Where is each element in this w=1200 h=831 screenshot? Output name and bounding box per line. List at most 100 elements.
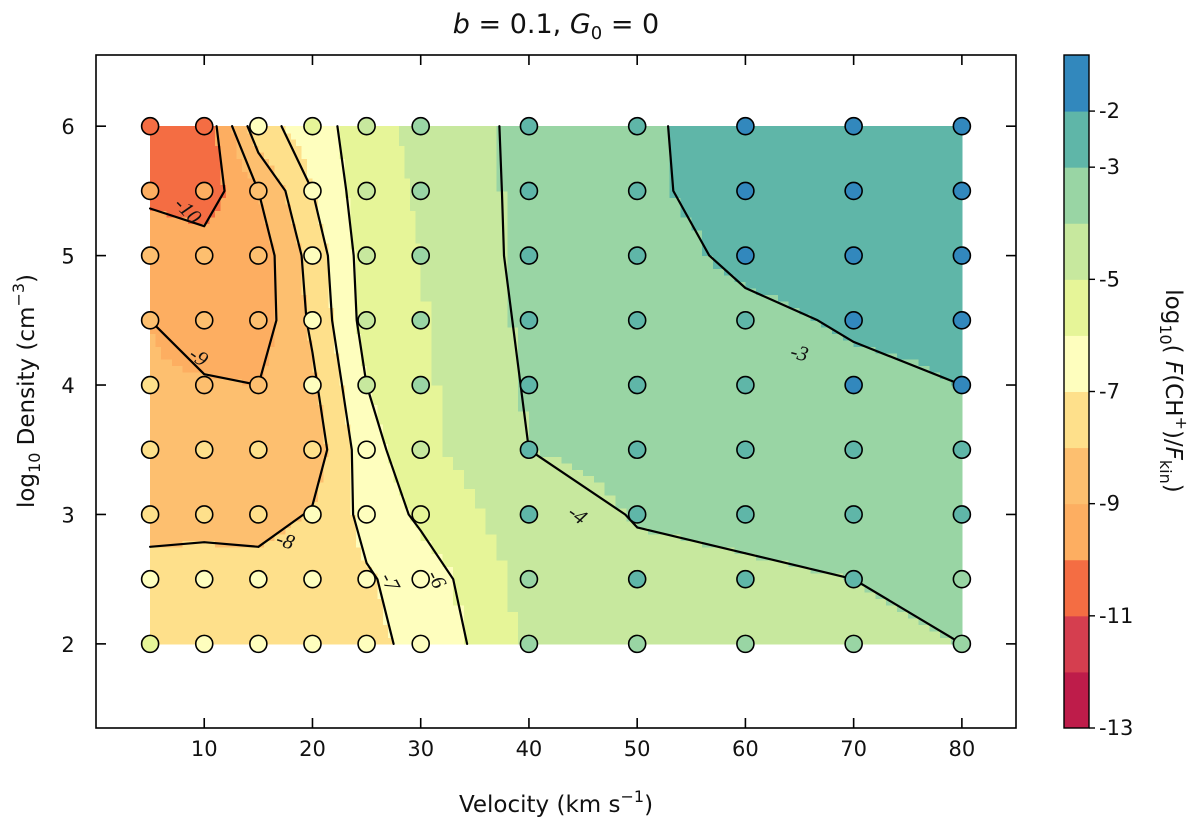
fill-cell <box>539 333 552 341</box>
fill-cell <box>247 423 254 431</box>
fill-cell <box>166 417 173 425</box>
fill-cell <box>382 566 389 574</box>
fill-cell <box>188 326 195 334</box>
fill-cell <box>799 397 811 406</box>
fill-cell <box>334 410 341 418</box>
fill-cell <box>777 520 790 528</box>
fill-cell <box>431 611 443 619</box>
fill-cell <box>756 533 768 541</box>
fill-cell <box>312 391 319 399</box>
fill-cell <box>280 637 287 645</box>
fill-cell <box>150 469 157 477</box>
fill-cell <box>474 352 487 360</box>
fill-cell <box>236 430 243 438</box>
fill-cell <box>550 404 563 412</box>
fill-cell <box>209 423 216 431</box>
fill-cell <box>929 482 941 490</box>
fill-cell <box>361 469 368 477</box>
fill-cell <box>258 592 265 600</box>
fill-cell <box>842 430 855 438</box>
fill-cell <box>799 339 811 347</box>
fill-cell <box>388 579 395 587</box>
fill-cell <box>940 352 952 360</box>
fill-cell <box>723 410 736 418</box>
fill-cell <box>231 495 238 503</box>
fill-cell <box>615 333 627 341</box>
fill-cell <box>377 624 384 632</box>
fill-cell <box>339 637 346 645</box>
fill-cell <box>420 527 433 535</box>
fill-cell <box>788 514 801 522</box>
fill-cell <box>150 559 157 567</box>
fill-cell <box>355 546 362 554</box>
fill-cell <box>637 404 649 412</box>
fill-cell <box>712 475 725 483</box>
fill-cell <box>756 443 768 451</box>
fill-cell <box>929 501 941 509</box>
fill-cell <box>604 462 617 470</box>
fill-cell <box>355 475 362 483</box>
fill-cell <box>296 391 303 399</box>
fill-cell <box>615 346 627 354</box>
fill-cell <box>236 495 243 503</box>
fill-cell <box>485 533 498 541</box>
fill-cell <box>350 630 357 638</box>
fill-cell <box>583 333 595 341</box>
fill-cell <box>474 579 487 587</box>
fill-cell <box>788 436 801 444</box>
fill-cell <box>886 397 898 406</box>
fill-cell <box>951 527 963 535</box>
fill-cell <box>821 617 833 626</box>
fill-cell <box>236 585 243 593</box>
fill-cell <box>593 417 606 425</box>
fill-cell <box>669 449 682 457</box>
fill-cell <box>301 495 308 503</box>
fill-cell <box>209 436 216 444</box>
fill-cell <box>204 333 211 341</box>
fill-cell <box>166 566 173 574</box>
fill-cell <box>198 624 205 632</box>
fill-cell <box>171 572 178 580</box>
fill-cell <box>404 624 411 632</box>
fill-cell <box>399 501 406 509</box>
fill-cell <box>832 475 844 483</box>
fill-cell <box>193 436 200 444</box>
fill-cell <box>756 378 768 386</box>
title-b-value: = 0.1, <box>470 9 570 40</box>
fill-cell <box>702 553 714 561</box>
fill-cell <box>361 410 368 418</box>
fill-cell <box>485 520 498 528</box>
fill-cell <box>209 585 216 593</box>
fill-cell <box>669 320 682 328</box>
fill-cell <box>896 436 909 444</box>
fill-cell <box>366 333 373 341</box>
fill-cell <box>550 359 563 367</box>
fill-cell <box>496 378 508 386</box>
fill-cell <box>420 540 433 548</box>
fill-cell <box>918 417 931 425</box>
fill-cell <box>940 605 952 613</box>
fill-cell <box>712 410 725 418</box>
fill-cell <box>951 630 963 638</box>
fill-cell <box>702 410 714 418</box>
fill-cell <box>485 410 498 418</box>
fill-cell <box>236 617 243 626</box>
fill-cell <box>756 346 768 354</box>
fill-cell <box>372 501 379 509</box>
fill-cell <box>745 436 757 444</box>
fill-cell <box>474 462 487 470</box>
fill-cell <box>518 527 530 535</box>
fill-cell <box>231 462 238 470</box>
fill-cell <box>539 546 552 554</box>
fill-cell <box>307 495 314 503</box>
fill-cell <box>615 430 627 438</box>
fill-cell <box>399 456 406 464</box>
fill-cell <box>788 630 801 638</box>
fill-cell <box>171 520 178 528</box>
fill-cell <box>177 449 184 457</box>
fill-cell <box>799 365 811 373</box>
fill-cell <box>274 501 281 509</box>
fill-cell <box>334 365 341 373</box>
fill-cell <box>247 326 254 334</box>
fill-cell <box>951 430 963 438</box>
